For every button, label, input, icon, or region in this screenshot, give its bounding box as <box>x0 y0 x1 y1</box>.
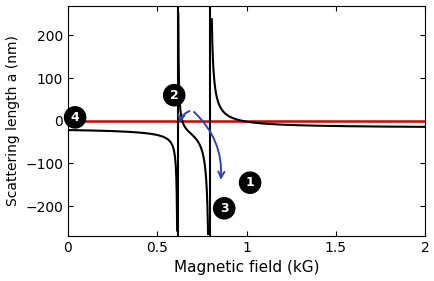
Text: 2: 2 <box>169 89 178 102</box>
Y-axis label: Scattering length a (nm): Scattering length a (nm) <box>6 35 20 206</box>
Text: 4: 4 <box>71 111 79 124</box>
Text: 3: 3 <box>219 202 228 215</box>
Text: 1: 1 <box>245 176 254 189</box>
X-axis label: Magnetic field (kG): Magnetic field (kG) <box>173 260 319 275</box>
